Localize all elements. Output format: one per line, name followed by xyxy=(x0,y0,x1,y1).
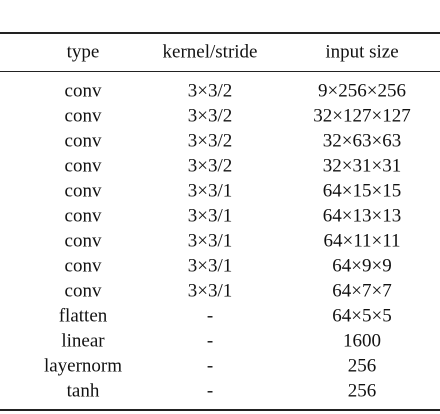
table-cell: - xyxy=(206,355,214,377)
table-cell: 9×256×256 xyxy=(318,80,406,102)
table-cell: 3×3/2 xyxy=(187,155,233,177)
table-cell: - xyxy=(206,330,214,352)
table-cell: 3×3/1 xyxy=(187,205,233,227)
table-cell: 256 xyxy=(347,380,377,402)
table-cell: 64×13×13 xyxy=(322,205,402,227)
table-cell: tanh xyxy=(66,380,100,402)
table-cell: 64×11×11 xyxy=(323,230,401,252)
table-cell: 3×3/1 xyxy=(187,180,233,202)
table-cell: flatten xyxy=(58,305,108,327)
table-cell: 64×9×9 xyxy=(332,255,392,277)
table-cell: 32×63×63 xyxy=(322,130,402,152)
table-cell: conv xyxy=(64,155,102,177)
table-cell: 1600 xyxy=(343,330,381,352)
table-cell: 64×7×7 xyxy=(332,280,392,302)
table-cell: 3×3/1 xyxy=(187,255,233,277)
top-rule xyxy=(0,32,440,34)
table-cell: conv xyxy=(64,180,102,202)
table-cell: 64×15×15 xyxy=(322,180,402,202)
header-rule xyxy=(0,71,440,72)
column-header: input size xyxy=(325,41,399,63)
table-cell: conv xyxy=(64,205,102,227)
table-cell: conv xyxy=(64,230,102,252)
table-cell: 256 xyxy=(347,355,377,377)
table-cell: conv xyxy=(64,105,102,127)
table-cell: conv xyxy=(64,255,102,277)
table-cell: 3×3/2 xyxy=(187,80,233,102)
table-cell: 3×3/2 xyxy=(187,130,233,152)
table-cell: conv xyxy=(64,130,102,152)
table-cell: - xyxy=(206,380,214,402)
table-cell: conv xyxy=(64,280,102,302)
table-cell: linear xyxy=(61,330,105,352)
table-cell: 3×3/1 xyxy=(187,280,233,302)
table-cell: - xyxy=(206,305,214,327)
bottom-rule xyxy=(0,409,440,411)
table-cell: 32×31×31 xyxy=(322,155,402,177)
table-cell: 3×3/2 xyxy=(187,105,233,127)
table-cell: 3×3/1 xyxy=(187,230,233,252)
column-header: type xyxy=(66,41,100,63)
column-header: kernel/stride xyxy=(162,41,258,63)
table-cell: conv xyxy=(64,80,102,102)
table-cell: layernorm xyxy=(43,355,123,377)
table-cell: 32×127×127 xyxy=(313,105,411,127)
table-cell: 64×5×5 xyxy=(332,305,392,327)
